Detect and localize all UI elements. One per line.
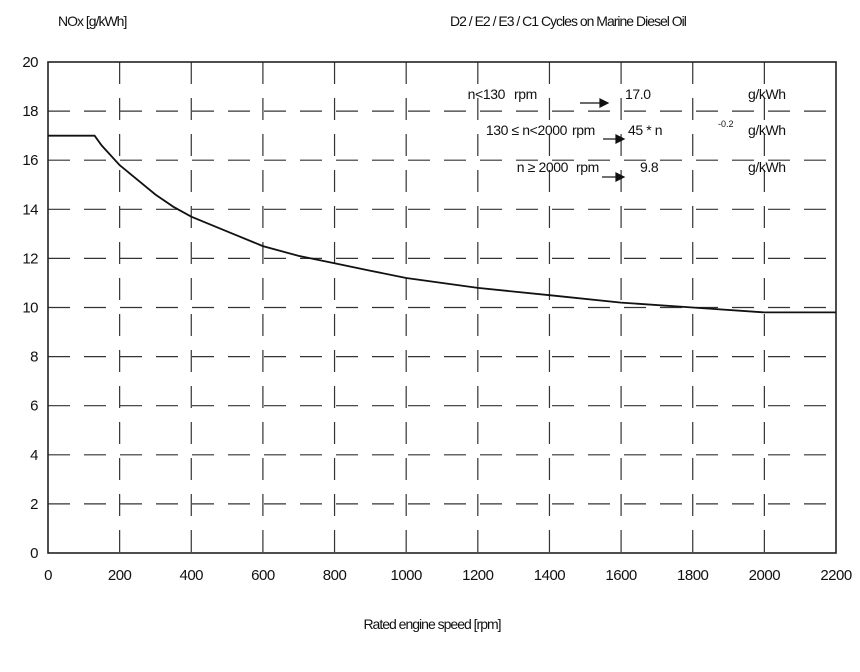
x-tick-label: 2200 [820, 567, 852, 584]
x-tick-label: 1800 [677, 567, 709, 584]
annotation-3-unit: rpm [576, 159, 599, 175]
x-tick-label: 2000 [749, 567, 781, 584]
y-tick-label: 12 [22, 250, 38, 267]
annotation-2-condition: 130 ≤ n<2000 [486, 122, 568, 138]
annotation-2-value-unit: g/kWh [748, 122, 786, 138]
annotation-3-condition: n ≥ 2000 [517, 159, 569, 175]
y-axis-label: NOx [g/kWh] [58, 13, 126, 29]
y-tick-label: 16 [22, 152, 38, 169]
x-axis-label: Rated engine speed [rpm] [363, 616, 500, 632]
x-tick-label: 1200 [462, 567, 494, 584]
nox-limit-points [48, 136, 836, 313]
x-tick-label: 800 [323, 567, 347, 584]
x-tick-labels: 0 200 400 600 800 1000 1200 1400 1600 1800 2000 220… [44, 567, 852, 584]
annotation-1-arrow-icon [580, 99, 608, 107]
annotation-1-unit: rpm [514, 86, 537, 102]
nox-limit-line [48, 136, 836, 313]
x-tick-label: 0 [44, 567, 52, 584]
x-tick-label: 400 [180, 567, 204, 584]
annotation-2-exponent: -0.2 [718, 119, 734, 129]
grid-layer [48, 62, 836, 553]
annotation-2-unit: rpm [572, 122, 595, 138]
annotation-1-value-unit: g/kWh [748, 86, 786, 102]
annotation-3-value: 9.8 [640, 159, 659, 175]
y-tick-label: 2 [30, 496, 38, 513]
y-tick-label: 4 [30, 447, 38, 464]
x-tick-label: 1000 [390, 567, 422, 584]
x-tick-label: 200 [108, 567, 132, 584]
y-tick-label: 14 [22, 201, 38, 218]
annotation-1-condition: n<130 [468, 86, 506, 102]
y-tick-label: 10 [22, 300, 38, 317]
y-tick-label: 6 [30, 398, 38, 415]
annotation-2-value: 45 * n [628, 122, 662, 138]
x-tick-label: 1600 [605, 567, 637, 584]
formula-annotations: n<130 rpm 17.0 g/kWh 130 ≤ n<2000 rpm 45… [468, 86, 786, 181]
annotation-1-value: 17.0 [625, 86, 651, 102]
annotation-3-value-unit: g/kWh [748, 159, 786, 175]
x-tick-label: 1400 [534, 567, 566, 584]
y-tick-label: 18 [22, 103, 38, 120]
y-tick-labels: 0 2 4 6 8 10 12 14 16 18 20 [22, 54, 38, 562]
y-tick-label: 0 [30, 545, 38, 562]
chart-title: D2 / E2 / E3 / C1 Cycles on Marine Diese… [450, 13, 687, 29]
y-tick-label: 20 [22, 54, 38, 71]
x-tick-label: 600 [251, 567, 275, 584]
y-tick-label: 8 [30, 349, 38, 366]
